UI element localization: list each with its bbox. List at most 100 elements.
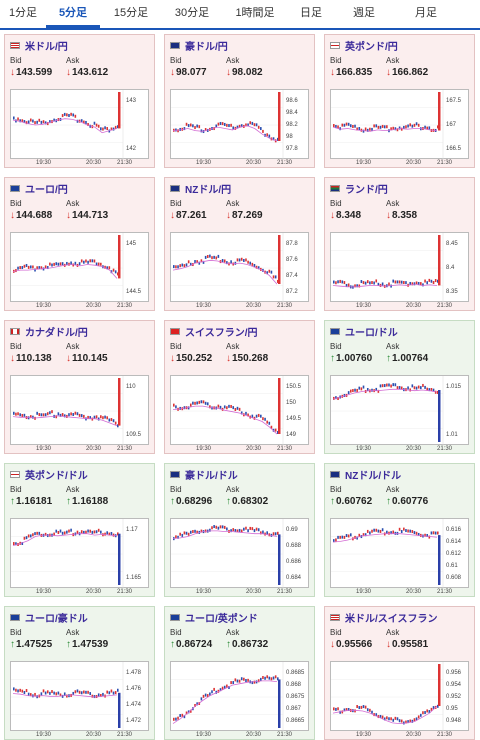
pair-name[interactable]: 英ポンド/ドル [25,471,88,482]
last-candle [278,235,281,284]
tab-6[interactable]: 日足 [300,7,322,19]
candle [381,715,384,719]
candle [211,690,213,694]
pair-name[interactable]: スイスフラン/円 [185,328,258,339]
mini-chart[interactable]: 167.5 167 166.5 [330,89,469,160]
mini-chart[interactable]: 0.956 0.954 0.952 0.95 0.948 [330,661,469,732]
card-header: ユーロ/ドル [330,324,469,339]
candle [333,396,335,400]
mini-chart[interactable]: 0.69 0.688 0.686 0.684 [170,518,309,589]
candle [34,532,36,536]
mini-chart[interactable]: 0.616 0.614 0.612 0.61 0.608 [330,518,469,589]
x-tick-label: 19:30 [196,446,212,452]
currency-card[interactable]: ユーロ/円 Bid Ask ↓ 144.688 ↓ 144.713 145 144.5… [4,177,155,311]
arrow-up-icon: ↑ [330,496,335,507]
tab-1[interactable]: 1分足 [8,7,38,19]
currency-card[interactable]: NZドル/円 Bid Ask ↓ 87.261 ↓ 87.269 87.8 87.6 8… [164,177,315,311]
currency-card[interactable]: スイスフラン/円 Bid Ask ↓ 150.252 ↓ 150.268 150.5… [164,320,315,454]
mini-chart[interactable]: 1.478 1.476 1.474 1.472 [10,661,149,732]
currency-card[interactable]: 英ポンド/ドル Bid Ask ↑ 1.16181 ↑ 1.16188 1.17 1.… [4,463,155,597]
pair-name[interactable]: 豪ドル/ドル [185,471,238,482]
candle [356,127,358,131]
arrow-down-icon: ↓ [386,67,391,78]
pair-name[interactable]: ユーロ/英ポンド [185,614,258,625]
mini-chart[interactable]: 1.17 1.165 [10,518,149,589]
pair-name[interactable]: NZドル/円 [185,185,232,196]
currency-card[interactable]: カナダドル/円 Bid Ask ↓ 110.138 ↓ 110.145 110 109… [4,320,155,454]
candle [392,279,395,283]
y-tick-label: 149.5 [286,416,302,422]
x-tick-label: 19:30 [356,732,372,738]
candle [175,717,177,721]
currency-card[interactable]: 英ポンド/円 Bid Ask ↓ 166.835 ↓ 166.862 167.5 16… [324,34,475,168]
currency-card[interactable]: ユーロ/豪ドル Bid Ask ↑ 1.47525 ↑ 1.47539 1.478 1… [4,606,155,740]
candle [232,406,235,410]
candle [400,719,403,723]
candle [206,128,209,132]
currency-card[interactable]: NZドル/ドル Bid Ask ↑ 0.60762 ↑ 0.60776 0.616 0… [324,463,475,597]
candle [240,257,243,261]
tab-7[interactable]: 週足 [353,7,375,19]
currency-card[interactable]: ランド/円 Bid Ask ↓ 8.348 ↓ 8.358 8.45 8.4 8.35 … [324,177,475,311]
currency-card[interactable]: ユーロ/英ポンド Bid Ask ↑ 0.86724 ↑ 0.86732 0.868… [164,606,315,740]
y-tick-label: 0.616 [446,527,462,533]
pair-name[interactable]: ユーロ/ドル [345,328,398,339]
bid-label: Bid [330,628,342,637]
candle [110,127,113,131]
currency-card[interactable]: ユーロ/ドル Bid Ask ↑ 1.00760 ↑ 1.00764 1.015 1.… [324,320,475,454]
tab-3[interactable]: 15分足 [113,7,149,19]
tab-2[interactable]: 5分足 [46,0,100,28]
mini-chart[interactable]: 110 109.5 [10,375,149,446]
bid-value: ↑ 0.60762 [330,496,373,507]
mini-chart[interactable]: 0.8685 0.868 0.8675 0.867 0.8665 [170,661,309,732]
price-labels: Bid Ask [330,56,469,66]
candle [219,525,222,529]
tab-8[interactable]: 月足 [415,7,437,19]
x-tick-label: 21:30 [277,589,293,595]
mini-chart[interactable]: 87.8 87.6 87.4 87.2 [170,232,309,303]
pair-name[interactable]: ランド/円 [345,185,388,196]
candle [181,533,184,537]
candle [407,386,409,390]
currency-card[interactable]: 米ドル/スイスフラン Bid Ask ↓ 0.95566 ↓ 0.95581 0.9… [324,606,475,740]
candle [117,532,119,536]
candle [238,407,241,411]
mini-chart[interactable]: 8.45 8.4 8.35 [330,232,469,303]
mini-chart[interactable]: 143 142 [10,89,149,160]
currency-card[interactable]: 豪ドル/円 Bid Ask ↓ 98.077 ↓ 98.082 98.6 98.4 98… [164,34,315,168]
mini-chart[interactable]: 150.5 150 149.5 149 [170,375,309,446]
candle [57,691,60,695]
pair-name[interactable]: ユーロ/豪ドル [25,614,88,625]
candle [437,125,439,129]
y-tick-label: 0.954 [446,682,462,688]
pair-name[interactable]: NZドル/ドル [345,471,402,482]
candle [97,693,100,697]
x-tick-label: 20:30 [86,160,102,166]
candle [110,531,113,535]
x-tick-label: 21:30 [117,446,133,452]
candle [106,416,108,420]
mini-chart[interactable]: 1.015 1.01 [330,375,469,446]
pair-name[interactable]: 米ドル/スイスフラン [345,614,438,625]
tab-5[interactable]: 1時間足 [235,7,275,19]
candle [375,528,378,532]
candle [360,280,363,284]
pair-name[interactable]: 米ドル/円 [25,42,68,53]
flag-icon [330,471,340,478]
candle [177,716,179,720]
pair-name[interactable]: カナダドル/円 [25,328,88,339]
mini-chart[interactable]: 98.6 98.4 98.2 98 97.8 [170,89,309,160]
candle [251,681,254,685]
tab-4[interactable]: 30分足 [174,7,210,19]
candle [403,281,405,285]
mini-chart[interactable]: 145 144.5 [10,232,149,303]
pair-name[interactable]: ユーロ/円 [25,185,68,196]
currency-card[interactable]: 米ドル/円 Bid Ask ↓ 143.599 ↓ 143.612 143 142 1… [4,34,155,168]
arrow-down-icon: ↓ [66,353,71,364]
currency-card[interactable]: 豪ドル/ドル Bid Ask ↑ 0.68296 ↑ 0.68302 0.69 0.6… [164,463,315,597]
arrow-down-icon: ↓ [226,353,231,364]
pair-name[interactable]: 豪ドル/円 [185,42,228,53]
pair-name[interactable]: 英ポンド/円 [345,42,398,53]
y-tick-label: 142 [126,146,137,152]
candle [333,707,335,711]
